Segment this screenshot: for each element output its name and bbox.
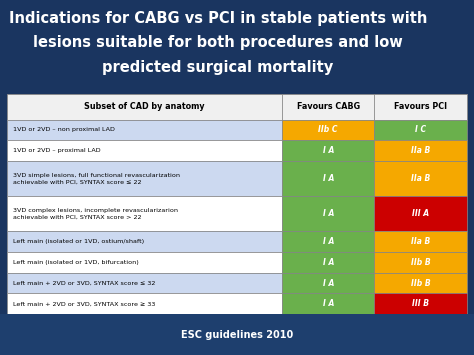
Text: I A: I A	[323, 209, 334, 218]
Text: I A: I A	[323, 299, 334, 308]
Text: IIa B: IIa B	[411, 237, 430, 246]
Bar	[7, 252, 282, 273]
Text: Indications for CABG vs PCI in stable patients with: Indications for CABG vs PCI in stable pa…	[9, 11, 427, 26]
Bar	[374, 120, 467, 140]
Bar	[7, 161, 282, 196]
Text: predicted surgical mortality: predicted surgical mortality	[102, 60, 334, 75]
Text: I C: I C	[415, 125, 426, 135]
Text: Left main + 2VD or 3VD, SYNTAX score ≥ 33: Left main + 2VD or 3VD, SYNTAX score ≥ 3…	[13, 301, 155, 306]
Text: Favours PCI: Favours PCI	[394, 102, 447, 111]
Bar	[7, 273, 282, 294]
Text: III A: III A	[412, 209, 429, 218]
Bar	[282, 294, 374, 314]
Bar	[282, 120, 374, 140]
Bar	[7, 294, 282, 314]
Bar	[7, 140, 282, 161]
Bar	[374, 294, 467, 314]
Text: I A: I A	[323, 279, 334, 288]
Text: I A: I A	[323, 146, 334, 155]
Text: Subset of CAD by anatomy: Subset of CAD by anatomy	[84, 102, 205, 111]
Text: Left main + 2VD or 3VD, SYNTAX score ≤ 32: Left main + 2VD or 3VD, SYNTAX score ≤ 3…	[13, 281, 155, 286]
Bar	[282, 140, 374, 161]
Bar	[7, 94, 467, 120]
Bar	[374, 273, 467, 294]
Text: Left main (isolated or 1VD, ostium/shaft): Left main (isolated or 1VD, ostium/shaft…	[13, 239, 144, 244]
Text: I A: I A	[323, 174, 334, 183]
Text: IIb B: IIb B	[411, 258, 430, 267]
Text: Favours CABG: Favours CABG	[297, 102, 360, 111]
Bar	[374, 231, 467, 252]
Bar	[282, 161, 374, 196]
Text: IIa B: IIa B	[411, 146, 430, 155]
Bar	[282, 252, 374, 273]
Bar	[7, 196, 282, 231]
Text: I A: I A	[323, 237, 334, 246]
Text: I A: I A	[323, 258, 334, 267]
Text: 1VD or 2VD – proximal LAD: 1VD or 2VD – proximal LAD	[13, 148, 100, 153]
Bar	[374, 140, 467, 161]
Text: 1VD or 2VD – non proximal LAD: 1VD or 2VD – non proximal LAD	[13, 127, 115, 132]
Text: IIb C: IIb C	[319, 125, 338, 135]
Text: 3VD complex lesions, incomplete revascularizarion
achievable with PCI, SYNTAX sc: 3VD complex lesions, incomplete revascul…	[13, 208, 178, 219]
Bar	[0, 314, 474, 355]
Bar	[374, 196, 467, 231]
Text: ESC guidelines 2010: ESC guidelines 2010	[181, 329, 293, 340]
Bar	[282, 273, 374, 294]
Text: 3VD simple lesions, full functional revascularization
achievable with PCI, SYNTA: 3VD simple lesions, full functional reva…	[13, 173, 180, 184]
Bar	[282, 231, 374, 252]
Text: Left main (isolated or 1VD, bifurcation): Left main (isolated or 1VD, bifurcation)	[13, 260, 138, 265]
Text: lesions suitable for both procedures and low: lesions suitable for both procedures and…	[33, 36, 403, 50]
Text: IIb B: IIb B	[411, 279, 430, 288]
Bar	[282, 196, 374, 231]
Text: IIa B: IIa B	[411, 174, 430, 183]
Bar	[7, 120, 282, 140]
Bar	[374, 252, 467, 273]
Bar	[374, 161, 467, 196]
Bar	[7, 231, 282, 252]
Text: III B: III B	[412, 299, 429, 308]
